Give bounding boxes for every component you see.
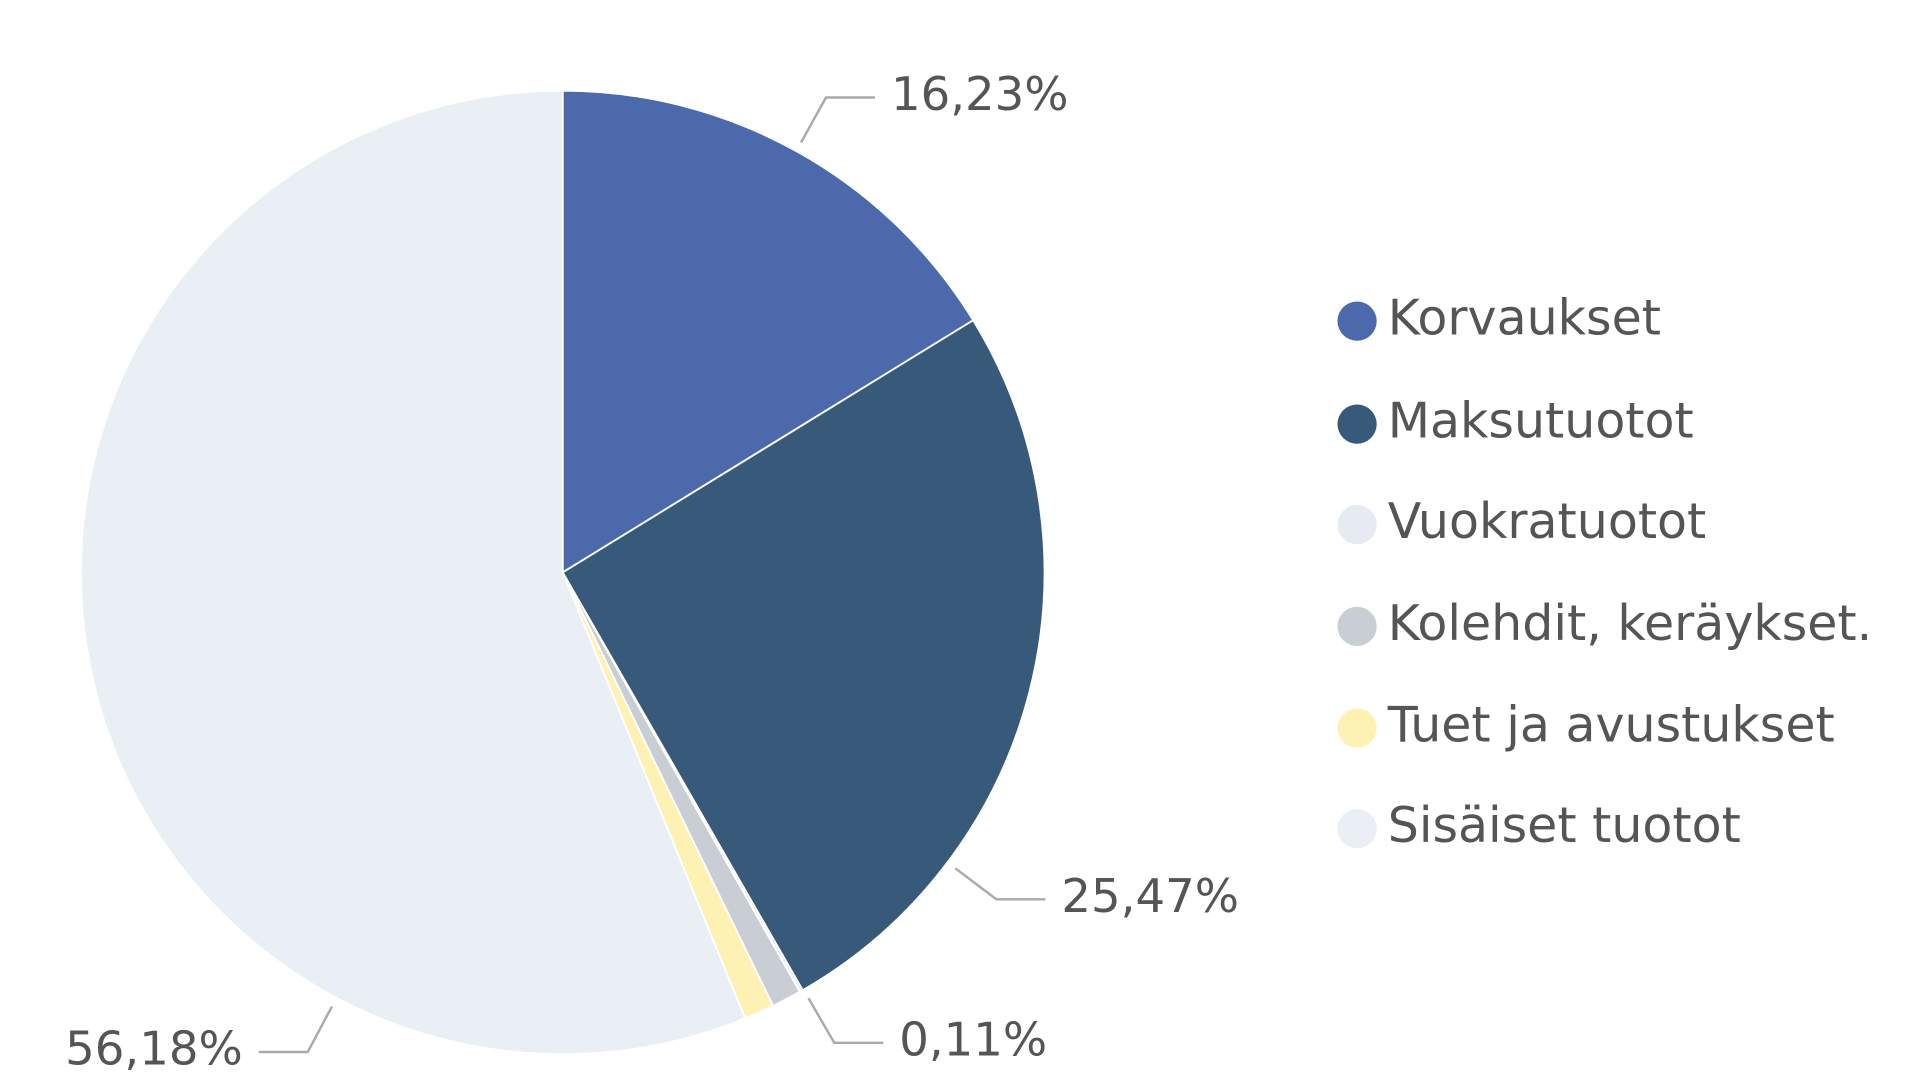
data-label: 16,23% — [891, 67, 1069, 121]
pie-slice — [80, 89, 747, 1056]
legend-label: Vuokratuotot — [1388, 492, 1707, 550]
legend-swatch — [1337, 708, 1377, 748]
legend-swatch — [1337, 809, 1377, 849]
legend-label: Tuet ja avustukset — [1387, 696, 1835, 754]
legend-label: Korvaukset — [1388, 289, 1661, 347]
legend-label: Kolehdit, keräykset. — [1388, 594, 1873, 652]
data-label: 25,47% — [1061, 869, 1239, 923]
leader-line — [954, 867, 1046, 901]
legend-swatch — [1337, 404, 1377, 444]
legend-label: Maksutuotot — [1388, 392, 1694, 450]
legend-swatch — [1337, 301, 1377, 341]
leader-line — [799, 96, 876, 144]
pie-slice — [561, 318, 1046, 992]
legend-label: Sisäiset tuotot — [1388, 796, 1741, 854]
data-label: 0,11% — [899, 1012, 1047, 1066]
pie-slice — [561, 89, 975, 575]
legend-swatch — [1337, 505, 1377, 545]
leader-line — [258, 1005, 333, 1054]
legend-swatch — [1337, 606, 1377, 647]
data-label: 56,18% — [65, 1021, 243, 1075]
leader-line — [807, 997, 884, 1045]
